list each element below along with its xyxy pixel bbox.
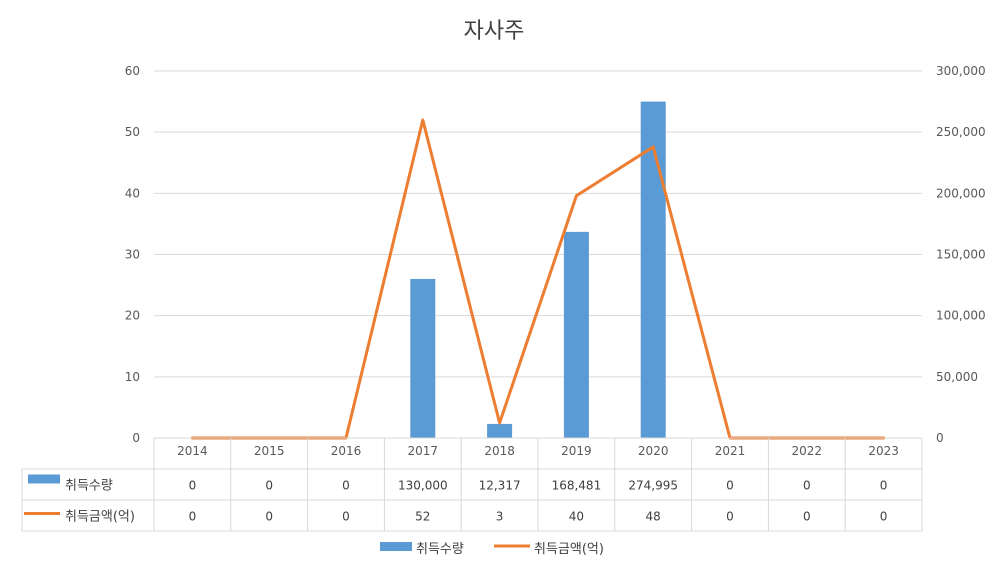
table-series-name: 취득수량 [65, 479, 113, 494]
category-label: 2015 [254, 444, 285, 458]
table-cell: 12,317 [479, 479, 521, 493]
table-cell: 0 [803, 479, 811, 493]
chart-title: 자사주 [464, 19, 525, 44]
bar-2020 [640, 101, 666, 438]
right-tick-label: 150,000 [936, 248, 986, 262]
left-tick-label: 50 [125, 125, 140, 139]
legend-label: 취득금액(억) [534, 542, 604, 557]
left-tick-label: 60 [125, 64, 140, 78]
category-label: 2019 [561, 444, 592, 458]
table-cell: 168,481 [552, 479, 602, 493]
bar-series [410, 101, 666, 438]
left-y-axis: 0 10 20 30 40 50 60 [125, 64, 140, 445]
right-tick-label: 300,000 [936, 64, 986, 78]
bar-2017 [410, 278, 436, 438]
table-cell: 274,995 [628, 479, 678, 493]
bar-2019 [563, 231, 589, 438]
category-label: 2023 [868, 444, 899, 458]
bar-2018 [487, 423, 513, 438]
category-label: 2022 [792, 444, 823, 458]
left-tick-label: 40 [125, 186, 140, 200]
right-tick-label: 100,000 [936, 309, 986, 323]
table-key-bar [28, 474, 60, 484]
table-cell: 130,000 [398, 479, 448, 493]
category-label: 2018 [484, 444, 515, 458]
table-cell: 3 [496, 510, 504, 524]
right-y-axis: 0 50,000 100,000 150,000 200,000 250,000 300,0… [936, 64, 986, 445]
legend-label: 취득수량 [416, 542, 464, 557]
right-tick-label: 200,000 [936, 186, 986, 200]
table-series-name: 취득금액(억) [65, 510, 135, 525]
table-cell: 40 [569, 510, 584, 524]
line-series [190, 118, 886, 440]
left-tick-label: 10 [125, 370, 140, 384]
right-tick-label: 250,000 [936, 125, 986, 139]
right-tick-label: 50,000 [936, 370, 978, 384]
legend: 취득수량 취득금액(억) [380, 542, 604, 557]
category-label: 2014 [177, 444, 208, 458]
left-tick-label: 30 [125, 248, 140, 262]
table-cell: 0 [189, 479, 197, 493]
right-tick-label: 0 [936, 431, 944, 445]
gridlines [154, 70, 922, 378]
category-label: 2016 [331, 444, 362, 458]
legend-key-bar [380, 542, 412, 551]
category-label: 2017 [408, 444, 439, 458]
table-cell: 0 [880, 510, 888, 524]
table-cell: 0 [342, 479, 350, 493]
table-cell: 0 [265, 479, 273, 493]
data-table: 2014 2015 2016 2017 2018 2019 2020 2021 2022 2023… [21, 437, 923, 532]
category-label: 2020 [638, 444, 669, 458]
table-cell: 48 [646, 510, 661, 524]
table-cell: 0 [880, 479, 888, 493]
left-tick-label: 20 [125, 309, 140, 323]
left-tick-label: 0 [132, 431, 140, 445]
table-cell: 52 [415, 510, 430, 524]
table-cell: 0 [342, 510, 350, 524]
line-amount [190, 118, 886, 440]
category-label: 2021 [715, 444, 746, 458]
table-cell: 0 [803, 510, 811, 524]
table-cell: 0 [726, 510, 734, 524]
table-cell: 0 [265, 510, 273, 524]
table-cell: 0 [189, 510, 197, 524]
table-cell: 0 [726, 479, 734, 493]
